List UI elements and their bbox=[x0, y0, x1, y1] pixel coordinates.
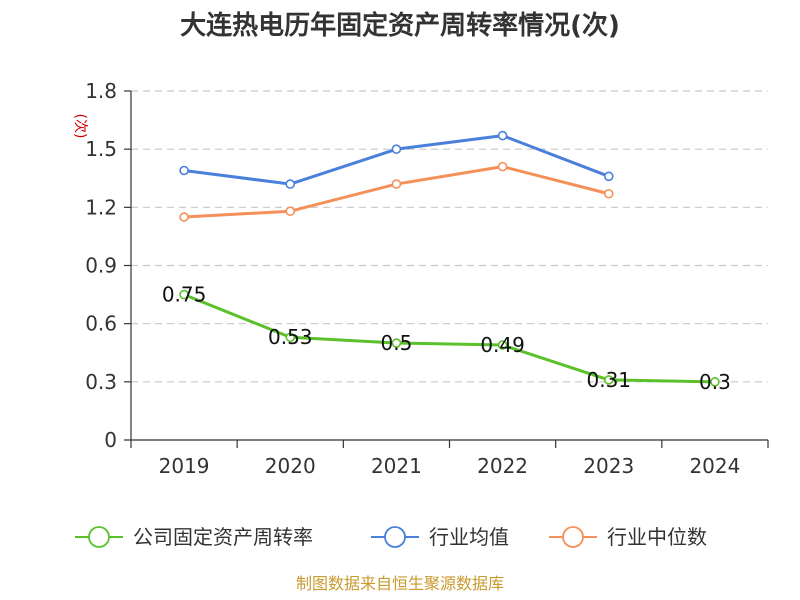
data-label: 0.5 bbox=[381, 331, 413, 355]
legend-label: 行业均值 bbox=[429, 525, 509, 549]
data-point bbox=[603, 171, 614, 182]
legend: 公司固定资产周转率 行业均值 行业中位数 bbox=[75, 525, 707, 549]
legend-item: 行业均值 bbox=[371, 525, 509, 549]
source-note: 制图数据来自恒生聚源数据库 bbox=[296, 574, 504, 593]
y-tick-label: 1.2 bbox=[85, 195, 117, 219]
axes bbox=[124, 90, 769, 448]
data-point bbox=[179, 165, 189, 176]
y-tick-label: 1.8 bbox=[85, 79, 117, 103]
data-label: 0.49 bbox=[480, 333, 525, 357]
chart-title: 大连热电历年固定资产周转率情况(次) bbox=[180, 10, 620, 41]
x-tick-label: 2024 bbox=[689, 454, 740, 478]
data-point bbox=[179, 289, 189, 300]
legend-marker bbox=[88, 526, 110, 548]
series-line bbox=[183, 293, 715, 384]
data-point bbox=[497, 340, 508, 350]
data-point bbox=[603, 188, 614, 199]
data-label: 0.31 bbox=[586, 368, 631, 392]
data-point bbox=[710, 377, 720, 387]
legend-label: 行业中位数 bbox=[607, 525, 707, 549]
series-line bbox=[184, 165, 610, 219]
data-point bbox=[179, 212, 189, 222]
x-tick-label: 2019 bbox=[159, 454, 210, 478]
data-label: 0.53 bbox=[268, 325, 313, 349]
legend-marker bbox=[562, 526, 584, 548]
x-tick-labels: 2019 2020 2021 2022 2023 2024 bbox=[159, 454, 741, 478]
data-point bbox=[391, 338, 402, 348]
data-labels: 0.75 0.53 0.5 0.49 0.31 0.3 bbox=[162, 283, 731, 394]
legend-label: 公司固定资产周转率 bbox=[133, 525, 313, 549]
data-label: 0.75 bbox=[162, 283, 207, 307]
data-point bbox=[285, 179, 296, 189]
data-point bbox=[285, 332, 296, 343]
legend-item: 公司固定资产周转率 bbox=[75, 525, 313, 549]
x-tick-label: 2023 bbox=[583, 454, 634, 478]
legend-marker bbox=[384, 526, 406, 548]
y-axis-unit: (次) bbox=[72, 114, 88, 139]
data-point bbox=[391, 179, 402, 189]
y-tick-labels: 0 0.3 0.6 0.9 1.2 1.5 1.8 bbox=[85, 79, 117, 452]
y-tick-label: 0.3 bbox=[85, 370, 117, 394]
series-0 bbox=[179, 289, 720, 387]
y-tick-label: 0.6 bbox=[85, 312, 117, 336]
data-point bbox=[391, 144, 402, 154]
y-tick-label: 1.5 bbox=[85, 137, 117, 161]
y-tick-label: 0 bbox=[104, 428, 117, 452]
data-label: 0.3 bbox=[699, 370, 731, 394]
data-point bbox=[285, 206, 296, 217]
x-tick-label: 2022 bbox=[477, 454, 528, 478]
legend-item: 行业中位数 bbox=[549, 525, 707, 549]
gridlines bbox=[131, 90, 768, 383]
x-tick-label: 2021 bbox=[371, 454, 422, 478]
x-tick-label: 2020 bbox=[265, 454, 316, 478]
data-point bbox=[603, 375, 614, 385]
data-point bbox=[497, 130, 508, 141]
data-point bbox=[497, 161, 508, 172]
series-layer bbox=[179, 130, 720, 387]
y-tick-label: 0.9 bbox=[85, 254, 117, 278]
series-2 bbox=[179, 161, 614, 222]
series-1 bbox=[179, 130, 614, 189]
